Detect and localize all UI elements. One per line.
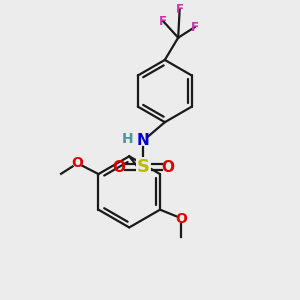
Text: N: N [137,133,150,148]
Text: H: H [122,132,133,146]
Text: F: F [176,3,184,16]
Text: F: F [190,21,199,34]
Text: O: O [176,212,187,226]
Text: F: F [159,15,167,28]
Text: O: O [161,160,174,175]
Text: O: O [71,156,83,170]
Text: O: O [113,160,126,175]
Text: S: S [137,158,150,176]
